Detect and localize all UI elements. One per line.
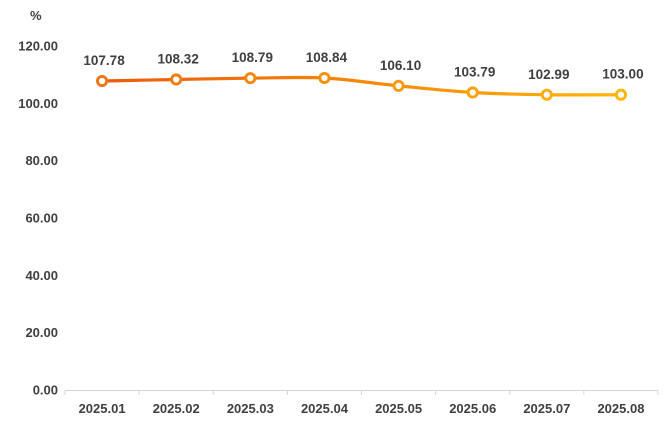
y-tick-label: 60.00 <box>25 211 58 226</box>
data-point-marker <box>392 79 405 92</box>
data-point-marker <box>244 72 257 85</box>
x-tick-label: 2025.05 <box>375 401 422 416</box>
y-tick-label: 0.00 <box>33 383 58 398</box>
y-tick-label: 20.00 <box>25 325 58 340</box>
data-point-label: 106.10 <box>380 58 421 73</box>
x-tick-label: 2025.03 <box>227 401 274 416</box>
data-point-marker <box>466 86 479 99</box>
data-point-marker <box>96 74 109 88</box>
data-point-label: 108.84 <box>306 50 348 65</box>
series-line <box>100 75 623 97</box>
x-tick-label: 2025.01 <box>79 401 126 416</box>
data-point-label: 108.32 <box>158 51 199 66</box>
y-tick-label: 100.00 <box>18 96 58 111</box>
y-tick-label: 80.00 <box>25 153 58 168</box>
data-point-marker <box>614 88 627 101</box>
x-tick-label: 2025.07 <box>523 401 570 416</box>
data-point-label: 103.00 <box>602 67 643 82</box>
data-point-marker <box>318 71 331 85</box>
y-tick-label: 40.00 <box>25 268 58 283</box>
data-point-marker <box>170 73 183 86</box>
data-point-label: 108.79 <box>232 50 273 65</box>
x-tick-label: 2025.08 <box>597 401 644 416</box>
data-point-label: 107.78 <box>83 53 125 68</box>
data-point-marker <box>540 88 553 101</box>
x-tick-label: 2025.06 <box>449 401 496 416</box>
x-tick-label: 2025.04 <box>301 401 349 416</box>
data-point-label: 102.99 <box>528 67 569 82</box>
y-axis-unit-label: % <box>30 8 42 23</box>
data-point-label: 103.79 <box>454 64 495 79</box>
y-tick-label: 120.00 <box>18 39 58 54</box>
x-tick-label: 2025.02 <box>153 401 200 416</box>
